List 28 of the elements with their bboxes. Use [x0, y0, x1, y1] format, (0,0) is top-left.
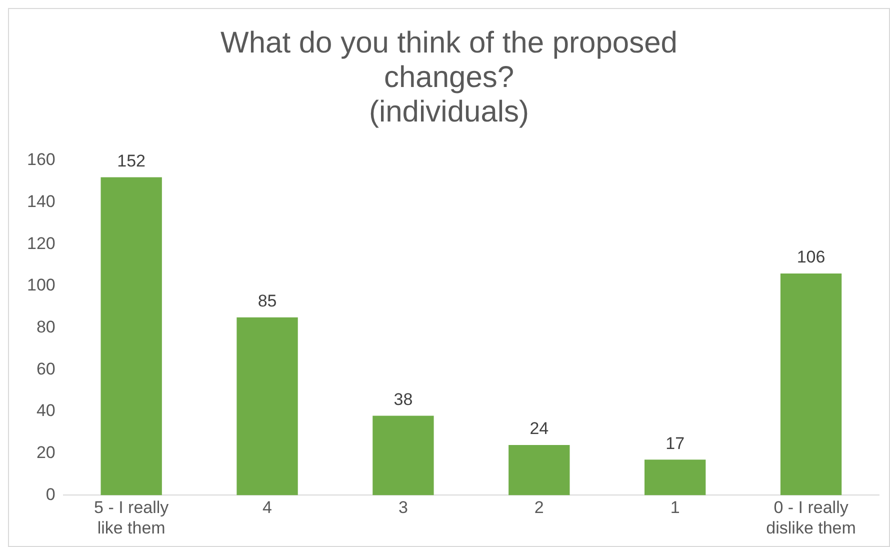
bar — [236, 317, 298, 496]
bar — [100, 177, 162, 496]
x-tick-label: 1 — [670, 498, 680, 518]
y-tick-label: 20 — [36, 443, 56, 462]
bar — [780, 273, 842, 496]
bar — [508, 444, 570, 496]
y-tick-label: 120 — [26, 234, 56, 253]
y-tick-label: 160 — [26, 150, 56, 170]
data-label: 38 — [394, 390, 413, 409]
data-label: 152 — [117, 151, 146, 170]
chart-title: What do you think of the proposed changes? (individuals) — [220, 26, 678, 129]
data-label: 24 — [530, 419, 549, 438]
bar — [644, 460, 706, 496]
x-tick-label: 4 — [262, 498, 272, 518]
x-tick-label: 5 - I really like them — [94, 498, 170, 538]
x-tick-label: 0 - I really dislike them — [766, 498, 856, 538]
y-tick-label: 140 — [26, 192, 56, 212]
bar — [372, 416, 434, 496]
y-tick-label: 100 — [26, 276, 56, 295]
y-tick-label: 60 — [36, 359, 56, 378]
y-tick-label: 80 — [36, 318, 56, 337]
x-tick-label: 2 — [534, 498, 544, 518]
x-tick-label: 3 — [398, 498, 408, 518]
data-label: 106 — [796, 248, 826, 267]
y-tick-label: 0 — [46, 484, 56, 504]
data-label: 17 — [666, 434, 685, 453]
data-label: 85 — [258, 292, 277, 311]
y-tick-label: 40 — [36, 401, 56, 420]
